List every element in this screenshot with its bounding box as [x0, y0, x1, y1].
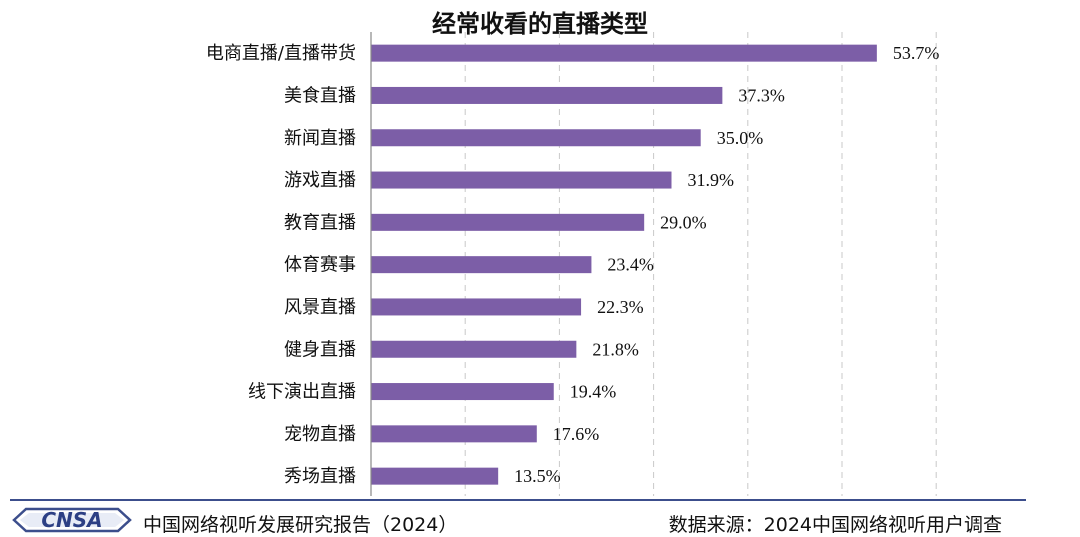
category-label: 体育赛事 [284, 255, 356, 276]
data-source: 数据来源：2024中国网络视听用户调查 [668, 514, 1002, 536]
value-label: 29.0% [660, 212, 707, 232]
value-label: 22.3% [597, 297, 644, 317]
category-label: 健身直播 [284, 339, 356, 360]
bar [371, 425, 537, 443]
value-label: 31.9% [687, 170, 734, 190]
value-label: 35.0% [717, 128, 764, 148]
category-label: 线下演出直播 [248, 382, 356, 403]
value-label: 23.4% [607, 255, 654, 275]
category-label: 秀场直播 [284, 466, 356, 487]
category-label: 新闻直播 [284, 128, 356, 149]
value-label: 53.7% [893, 43, 940, 63]
cnsa-logo: CNSA [12, 507, 132, 533]
category-label: 风景直播 [284, 297, 356, 318]
bar [371, 383, 554, 401]
bar [371, 298, 582, 316]
category-label: 电商直播/直播带货 [206, 43, 356, 64]
value-label: 21.8% [592, 339, 639, 359]
value-label: 19.4% [570, 382, 617, 402]
bar [371, 213, 645, 231]
bar [371, 44, 877, 62]
category-label: 美食直播 [284, 85, 356, 106]
bar [371, 340, 577, 358]
value-label: 17.6% [553, 424, 600, 444]
footer-divider [10, 499, 1026, 501]
value-label: 37.3% [738, 85, 785, 105]
cnsa-logo-text: CNSA [41, 508, 102, 532]
category-label: 游戏直播 [284, 170, 356, 191]
bar [371, 86, 723, 104]
chart-title: 经常收看的直播类型 [432, 10, 648, 38]
value-label: 13.5% [514, 466, 561, 486]
report-title: 中国网络视听发展研究报告（2024） [143, 514, 458, 536]
bar [371, 467, 499, 485]
category-label: 宠物直播 [284, 424, 356, 445]
category-label: 教育直播 [284, 212, 356, 233]
bar [371, 129, 701, 147]
bar-chart: 电商直播/直播带货 53.7% 美食直播 37.3% 新闻直播 35.0% 游戏直播 31.9… [206, 32, 940, 496]
bar [371, 171, 672, 189]
bar [371, 256, 592, 274]
